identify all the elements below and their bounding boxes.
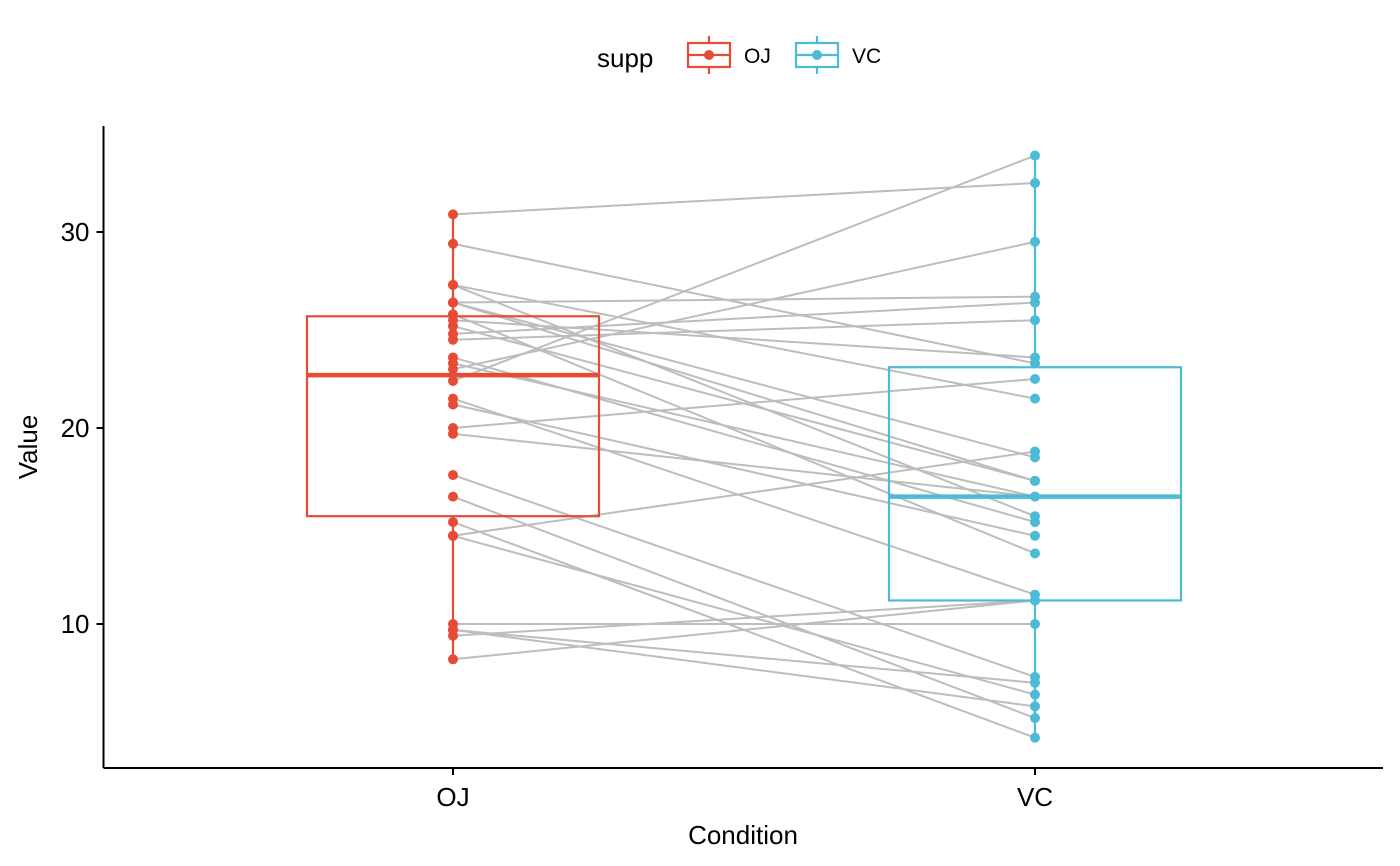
point-vc [1030,291,1040,302]
point-oj [448,209,458,220]
point-oj [448,423,458,433]
point-vc [1030,178,1040,188]
pair-line [452,242,1036,365]
pair-line [452,599,1036,661]
pair-line [452,295,1036,304]
pair-line [452,599,1036,637]
point-vc [1030,677,1040,688]
point-vc [1030,475,1040,486]
pair-line [452,495,1036,720]
point-vc [1030,530,1040,541]
legend-label: OJ [744,45,771,68]
x-tick-label-vc: VC [1017,782,1053,812]
point-vc [1030,491,1040,502]
point-vc [1030,595,1040,606]
pair-line [452,154,1036,382]
point-oj [448,364,458,375]
point-vc [1030,236,1040,247]
point-vc [1030,150,1040,161]
point-oj [448,530,458,541]
legend-title: supp [597,43,653,73]
pair-line [452,301,1036,335]
paired-lines [452,154,1036,739]
point-vc [1030,619,1040,629]
legend-item-oj: OJ [686,36,771,74]
pair-line [452,319,1036,341]
legend-item-vc: VC [794,36,881,74]
point-vc [1030,689,1040,700]
pair-line [452,403,1036,537]
point-vc [1030,374,1040,384]
pair-line [452,474,1036,678]
point-vc [1030,315,1040,326]
point-vc [1030,452,1040,463]
pair-line [452,240,1036,371]
legend-key-boxplot-icon [686,36,732,74]
x-tick-label-oj: OJ [436,782,469,812]
point-oj [448,238,458,249]
pair-line [452,319,1036,359]
point-oj [448,399,458,410]
point-vc [1030,511,1040,522]
pair-line [452,283,1036,518]
axes: 10 20 30 OJ VC Condition Value [13,126,1383,850]
point-vc [1030,358,1040,369]
legend-label: VC [852,45,881,68]
pair-line [452,283,1036,400]
pair-line [452,534,1036,696]
pair-line [452,325,1036,482]
point-oj [448,517,458,528]
boxplots [305,155,1183,738]
point-oj [448,352,458,363]
point-oj [448,491,458,502]
point-oj [448,279,458,290]
point-oj [448,297,458,308]
point-oj [448,328,458,339]
point-vc [1030,713,1040,724]
pair-line [452,362,1036,498]
point-oj [448,470,458,481]
y-tick-label: 30 [61,217,90,247]
pair-line [452,397,1036,596]
pair-line [452,628,1036,708]
point-vc [1030,548,1040,559]
y-tick-label: 20 [61,413,90,443]
legend: supp OJ VC [597,36,881,74]
pair-line [452,432,1036,498]
point-vc [1030,732,1040,743]
pair-line [452,182,1036,216]
point-oj [448,654,458,665]
x-axis-title: Condition [688,820,798,850]
point-vc [1030,393,1040,404]
point-vc [1030,701,1040,712]
y-tick-label: 10 [61,609,90,639]
y-axis-title: Value [13,415,43,480]
data-points [448,150,1040,743]
pair-line [452,628,1036,684]
pair-line [452,301,1036,482]
point-oj [448,375,458,386]
point-oj [448,315,458,326]
pair-line [452,450,1036,537]
legend-key-boxplot-icon [794,36,840,74]
point-oj [448,624,458,635]
